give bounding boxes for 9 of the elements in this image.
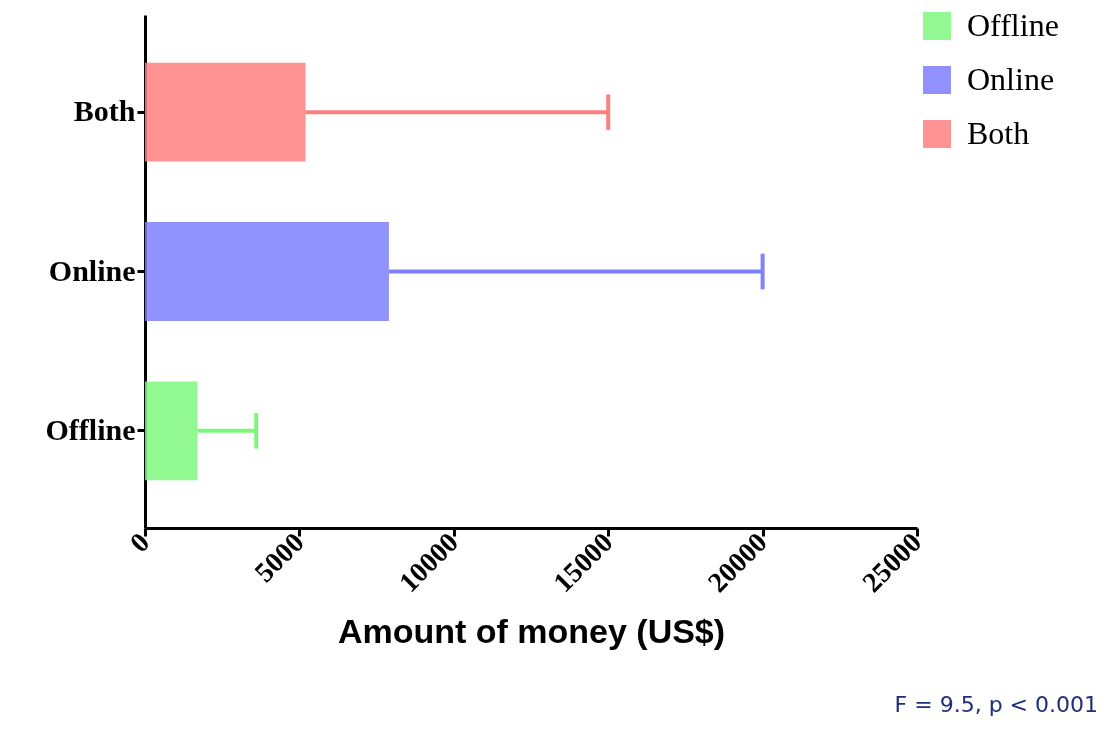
y-tick-label: Online <box>48 253 136 287</box>
legend-label: Offline <box>967 7 1059 43</box>
x-tick-label: 0 <box>123 526 156 559</box>
legend-label: Online <box>967 61 1055 97</box>
y-tick-label: Offline <box>45 412 136 446</box>
y-tick-label: Both <box>73 94 136 128</box>
x-axis-title: Amount of money (US$) <box>337 611 726 650</box>
legend-label: Both <box>967 115 1030 151</box>
text: F = 9.5, p < 0.001 <box>894 692 1098 717</box>
